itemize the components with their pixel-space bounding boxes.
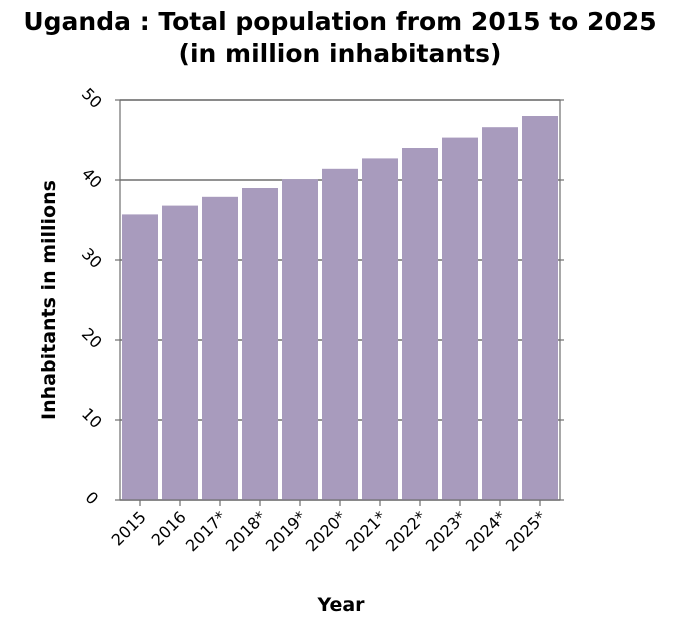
x-tick-label: 2017* — [182, 507, 230, 555]
chart-subtitle: (in million inhabitants) — [179, 39, 502, 68]
x-tick-label: 2015 — [108, 507, 150, 549]
y-tick-label: 20 — [78, 324, 106, 352]
bar-2019 — [282, 179, 318, 500]
y-axis-title: Inhabitants in millions — [38, 180, 60, 420]
x-axis-ticks: 201520162017*2018*2019*2020*2021*2022*20… — [108, 500, 550, 555]
x-tick-label: 2018* — [222, 507, 270, 555]
x-tick-label: 2024* — [462, 507, 510, 555]
bar-2020 — [322, 168, 358, 501]
y-tick-label: 40 — [78, 164, 106, 192]
bars — [122, 116, 558, 501]
bar-2015 — [122, 214, 158, 500]
x-tick-label: 2023* — [422, 507, 470, 555]
y-tick-label: 0 — [82, 488, 103, 509]
bar-2025 — [522, 116, 558, 500]
bar-2021 — [362, 158, 398, 500]
chart-title: Uganda : Total population from 2015 to 2… — [23, 7, 656, 36]
y-tick-label: 10 — [78, 404, 106, 432]
bar-2016 — [162, 205, 198, 500]
bar-2022 — [402, 148, 438, 500]
x-tick-label: 2025* — [502, 507, 550, 555]
x-tick-label: 2022* — [382, 507, 430, 555]
y-tick-label: 30 — [78, 244, 106, 272]
y-tick-label: 50 — [78, 84, 106, 112]
x-tick-label: 2019* — [262, 507, 310, 555]
bar-2018 — [242, 188, 278, 500]
bar-2024 — [482, 127, 518, 500]
x-tick-label: 2021* — [342, 507, 390, 555]
x-tick-label: 2020* — [302, 507, 350, 555]
bar-2023 — [442, 137, 478, 500]
bar-2017 — [202, 196, 238, 501]
x-axis-title: Year — [316, 594, 365, 616]
